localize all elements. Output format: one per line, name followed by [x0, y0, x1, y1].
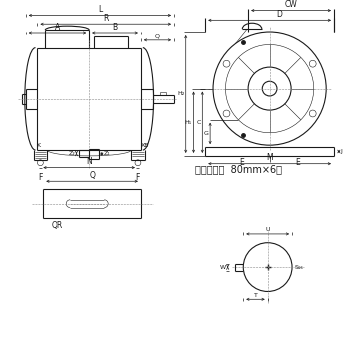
Text: Q: Q — [89, 171, 95, 180]
Text: E: E — [239, 158, 244, 167]
Text: Z₁: Z₁ — [103, 152, 110, 156]
Text: E: E — [295, 158, 300, 167]
Text: R: R — [103, 14, 108, 23]
Text: S₁₆: S₁₆ — [295, 265, 304, 270]
Text: H₁: H₁ — [185, 120, 192, 125]
Text: XB: XB — [140, 143, 149, 148]
Text: M: M — [266, 153, 273, 162]
Text: T: T — [253, 293, 257, 298]
Text: N: N — [86, 157, 92, 166]
Text: U: U — [265, 228, 270, 232]
Text: J: J — [340, 149, 342, 154]
Text: B: B — [112, 22, 118, 32]
Text: CW: CW — [285, 0, 297, 9]
Text: W: W — [220, 265, 226, 270]
Text: F: F — [38, 174, 43, 182]
Text: A: A — [55, 22, 60, 32]
Text: D: D — [276, 10, 282, 19]
Text: Z₂: Z₂ — [68, 151, 75, 156]
Text: 口出し線長  80mm×6本: 口出し線長 80mm×6本 — [195, 164, 281, 175]
Text: Q: Q — [155, 33, 160, 38]
Text: F: F — [136, 174, 140, 182]
Text: C: C — [196, 120, 201, 125]
Text: QR: QR — [51, 221, 62, 230]
Text: H₂: H₂ — [177, 91, 184, 97]
Text: G: G — [204, 131, 209, 136]
Text: L: L — [98, 5, 102, 14]
Text: K: K — [36, 143, 41, 148]
